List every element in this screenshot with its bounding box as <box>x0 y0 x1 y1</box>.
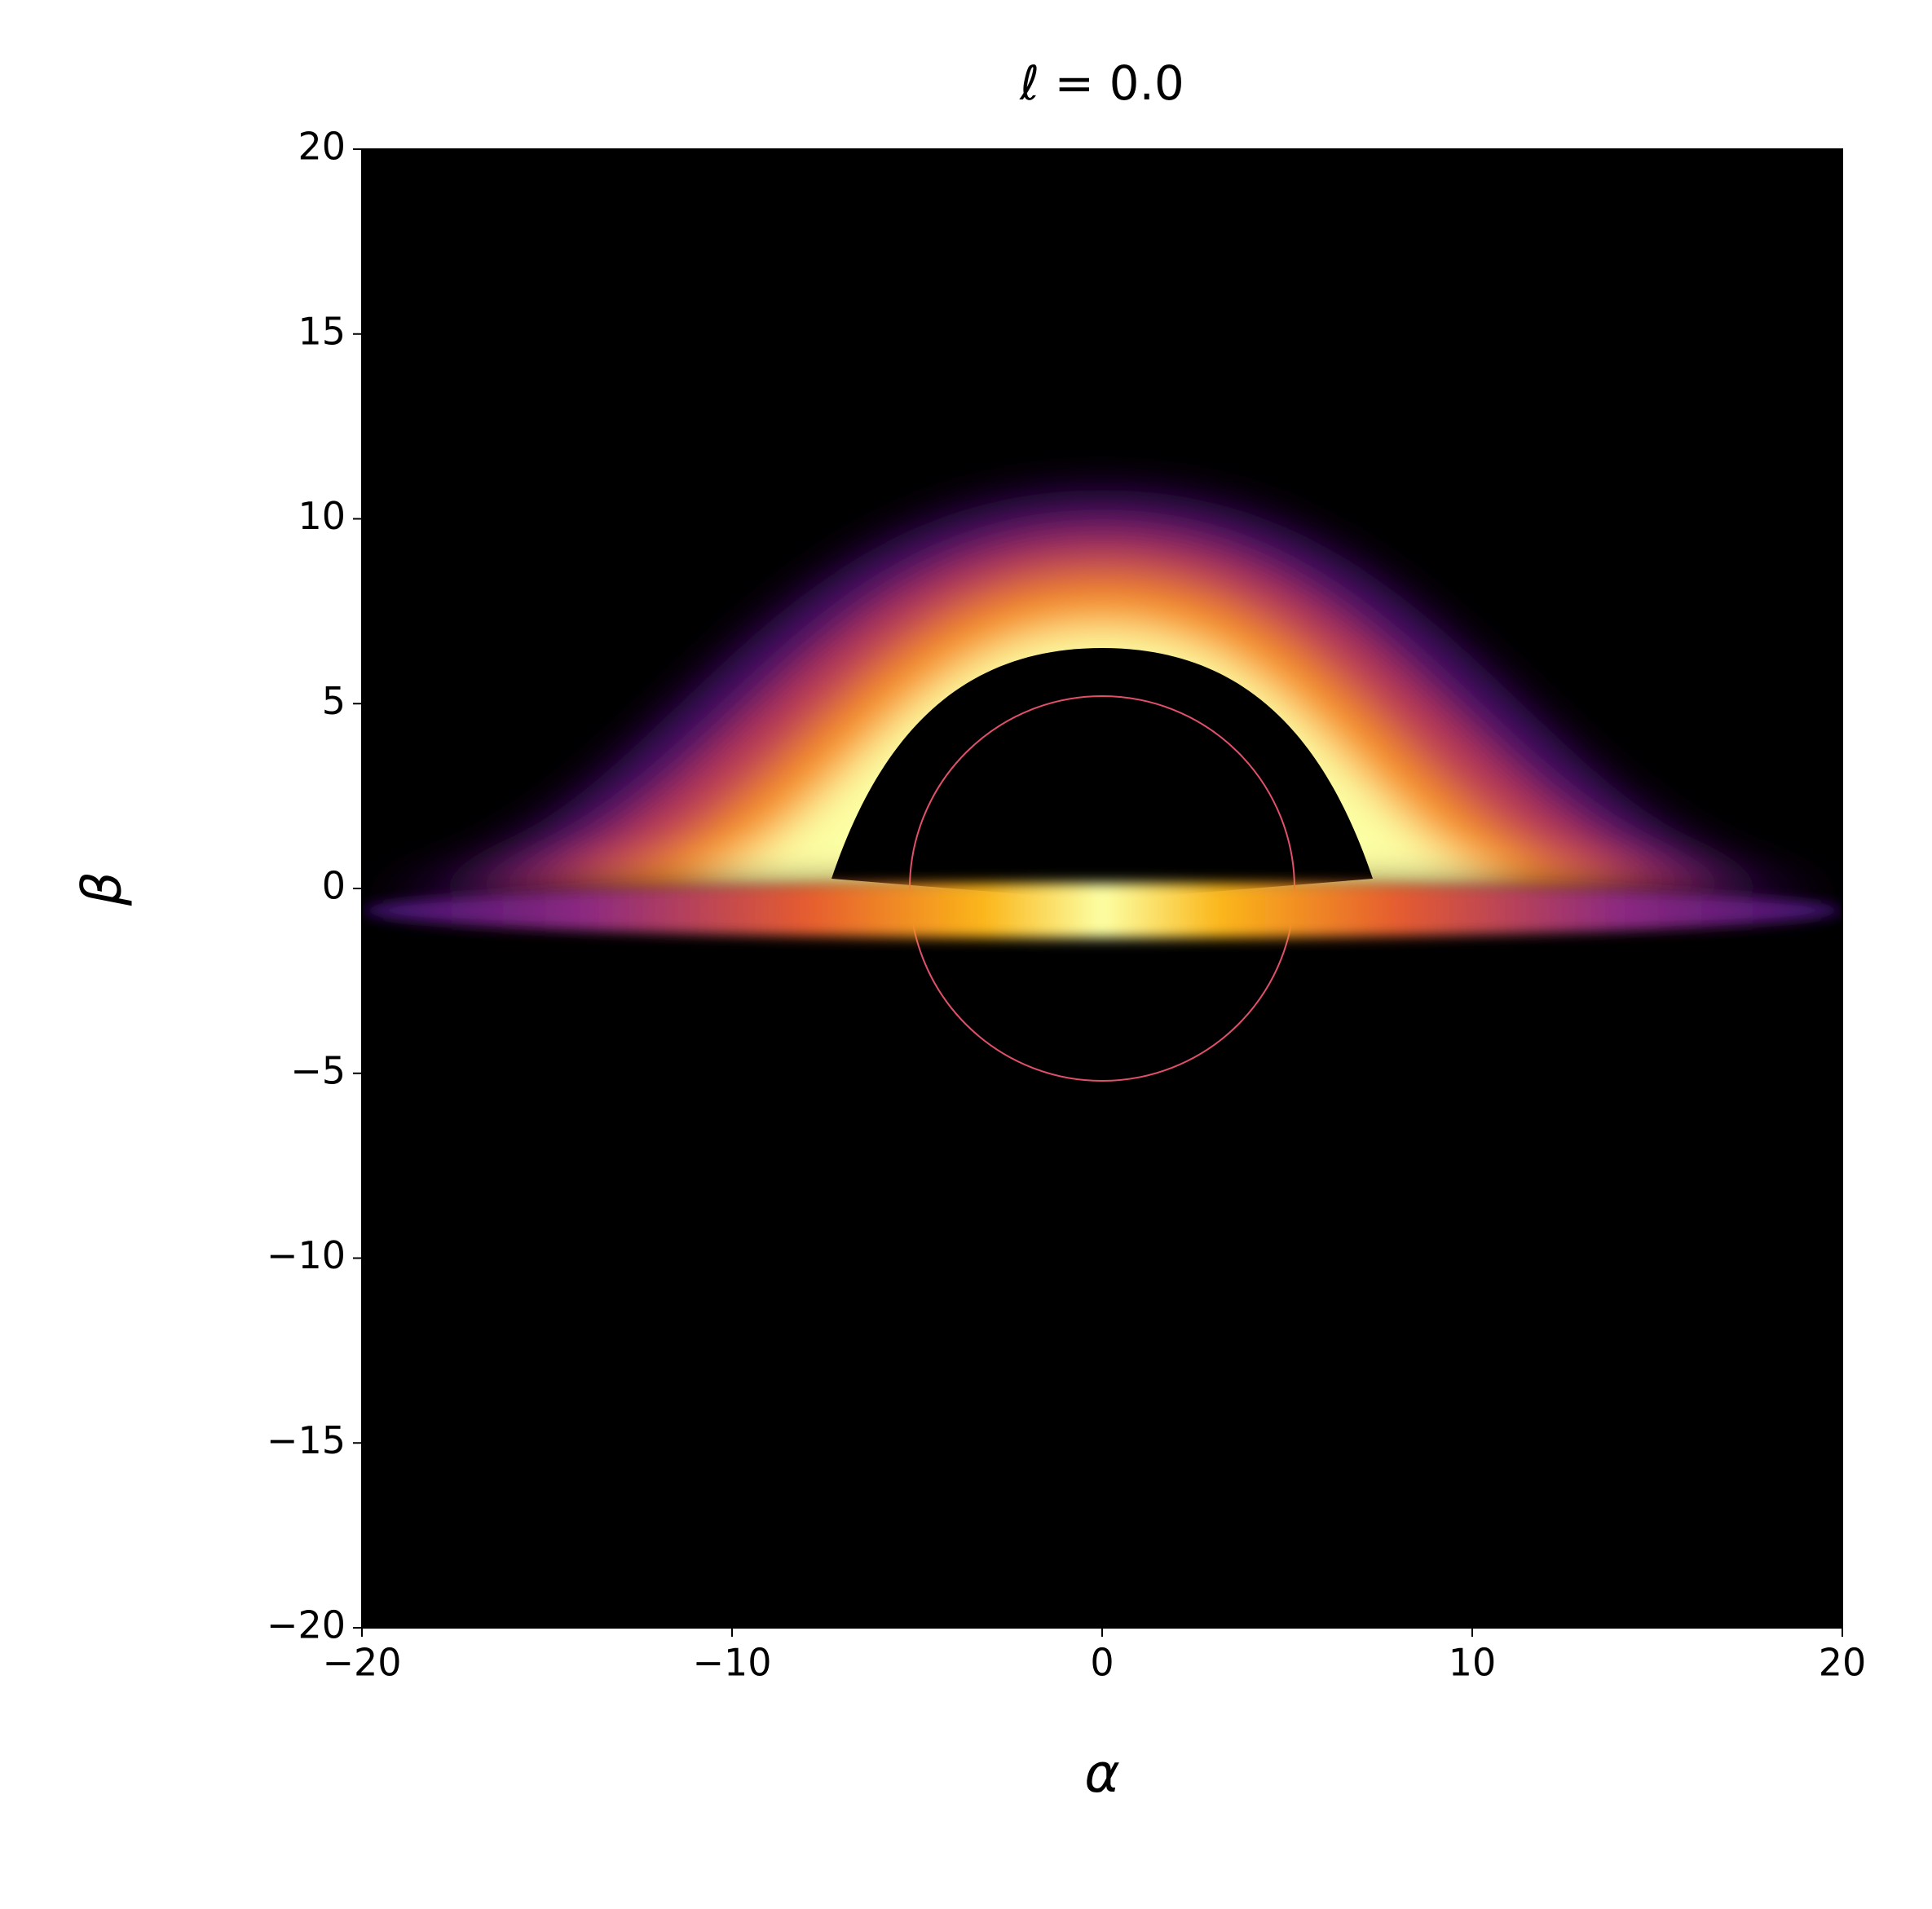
x-tick-label: 20 <box>1819 1641 1867 1685</box>
x-axis-label: α <box>1084 1742 1120 1805</box>
y-tick-label: 10 <box>298 494 346 538</box>
x-tick-label: −20 <box>322 1641 401 1685</box>
chart-title: ℓ = 0.0 <box>1019 55 1184 111</box>
y-tick-label: 15 <box>298 309 346 353</box>
y-axis-label: β <box>71 871 134 906</box>
x-tick-label: 10 <box>1449 1641 1497 1685</box>
y-tick-label: −5 <box>290 1048 346 1092</box>
y-tick-label: −10 <box>267 1233 346 1277</box>
y-tick-label: 0 <box>322 864 346 908</box>
x-tick-label: 0 <box>1090 1641 1114 1685</box>
y-tick-label: 20 <box>298 125 346 169</box>
x-tick-label: −10 <box>692 1641 771 1685</box>
y-tick-label: 5 <box>322 679 346 723</box>
y-tick-label: −15 <box>267 1418 346 1462</box>
y-tick-label: −20 <box>267 1603 346 1647</box>
image <box>362 149 1842 1628</box>
